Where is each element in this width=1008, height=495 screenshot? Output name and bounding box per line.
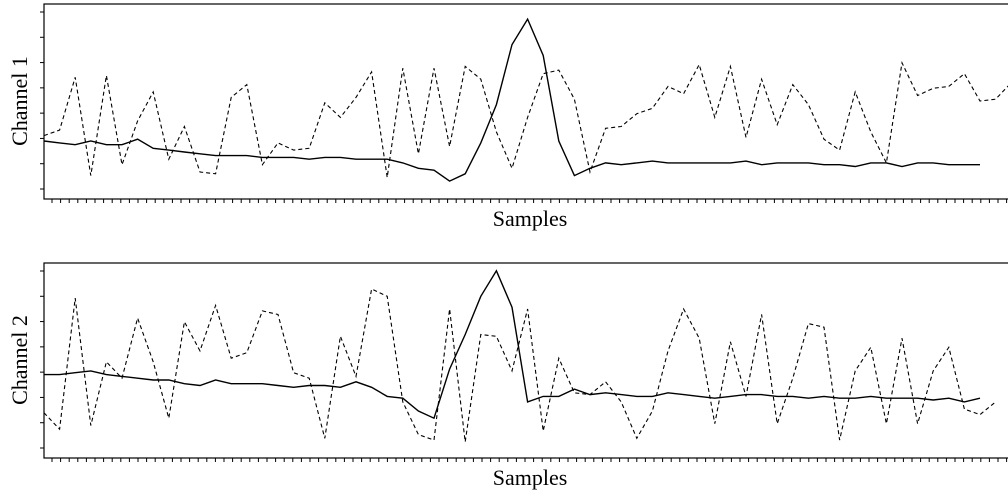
channel-1-panel: Channel 1 Samples [7,3,1008,231]
channel-2-x-ticks [51,458,1008,462]
channel-1-x-ticks [51,199,1008,203]
channel-1-x-axis-label: Samples [493,206,568,231]
channel-1-plot-frame [43,3,1008,200]
channel-2-solid-series-line [44,269,981,420]
channel-2-plot-frame [43,262,1008,459]
channel-2-x-axis-label: Samples [493,465,568,490]
channel-1-series [43,17,1008,182]
channel-1-dashed-series-line [43,60,1008,178]
channel-2-series [43,269,996,442]
channel-1-y-ticks [40,11,44,190]
channel-2-y-ticks [40,270,44,449]
channel-2-y-axis-label: Channel 2 [7,315,32,405]
channel-1-solid-series-line [43,17,980,182]
channel-2-dashed-series-line [43,288,996,442]
channel-1-y-axis-label: Channel 1 [7,56,32,146]
channel-2-panel: Channel 2 Samples [7,262,1008,490]
